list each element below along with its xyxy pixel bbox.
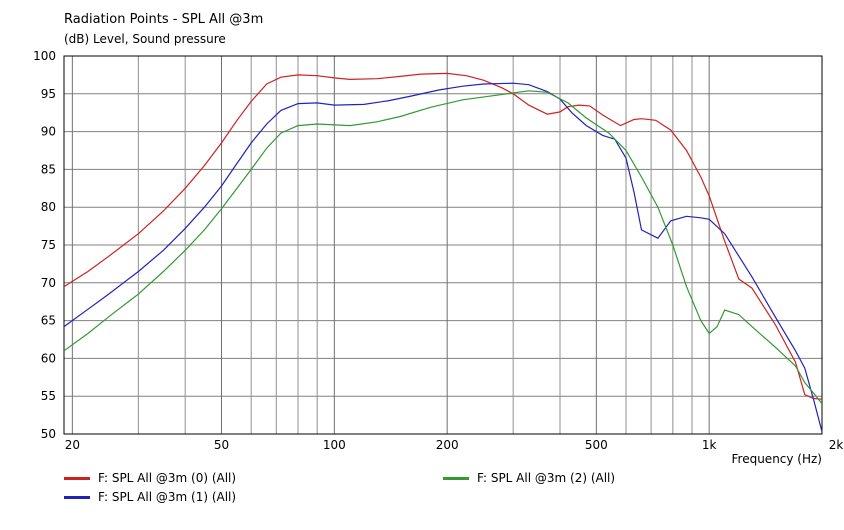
series-line-2: [63, 90, 823, 405]
y-tick-label: 80: [41, 200, 56, 214]
x-tick-label: 500: [585, 438, 608, 452]
y-tick-label: 85: [41, 162, 56, 176]
legend-label-series-0: F: SPL All @3m (0) (All): [98, 471, 237, 485]
legend-swatch-series-1: [64, 495, 90, 499]
y-tick-label: 100: [33, 49, 56, 63]
y-tick-label: 50: [41, 427, 56, 441]
series-line-1: [63, 82, 823, 432]
x-tick-label: 200: [436, 438, 459, 452]
x-tick-label: 20: [65, 438, 80, 452]
plot-frame: [63, 55, 823, 435]
legend-item-series-0: F: SPL All @3m (0) (All): [64, 471, 236, 485]
x-tick-label: 100: [323, 438, 346, 452]
y-tick-label: 95: [41, 87, 56, 101]
legend-label-series-1: F: SPL All @3m (1) (All): [98, 490, 237, 504]
legend-swatch-series-2: [443, 476, 469, 480]
chart-title: Radiation Points - SPL All @3m: [64, 12, 264, 27]
legend-swatch-series-0: [64, 476, 90, 480]
x-tick-label: 1k: [702, 438, 717, 452]
chart-subtitle: (dB) Level, Sound pressure: [64, 32, 226, 46]
y-tick-label: 70: [41, 276, 56, 290]
legend-item-series-2: F: SPL All @3m (2) (All): [443, 471, 615, 485]
y-tick-label: 60: [41, 351, 56, 365]
y-tick-label: 65: [41, 314, 56, 328]
x-axis-label: Frequency (Hz): [732, 452, 823, 466]
y-tick-label: 90: [41, 125, 56, 139]
series-line-0: [63, 72, 823, 400]
legend-label-series-2: F: SPL All @3m (2) (All): [477, 471, 616, 485]
x-tick-label: 2k: [829, 438, 844, 452]
y-tick-label: 75: [41, 238, 56, 252]
x-tick-label: 50: [214, 438, 229, 452]
y-tick-label: 55: [41, 389, 56, 403]
legend-item-series-1: F: SPL All @3m (1) (All): [64, 490, 236, 504]
